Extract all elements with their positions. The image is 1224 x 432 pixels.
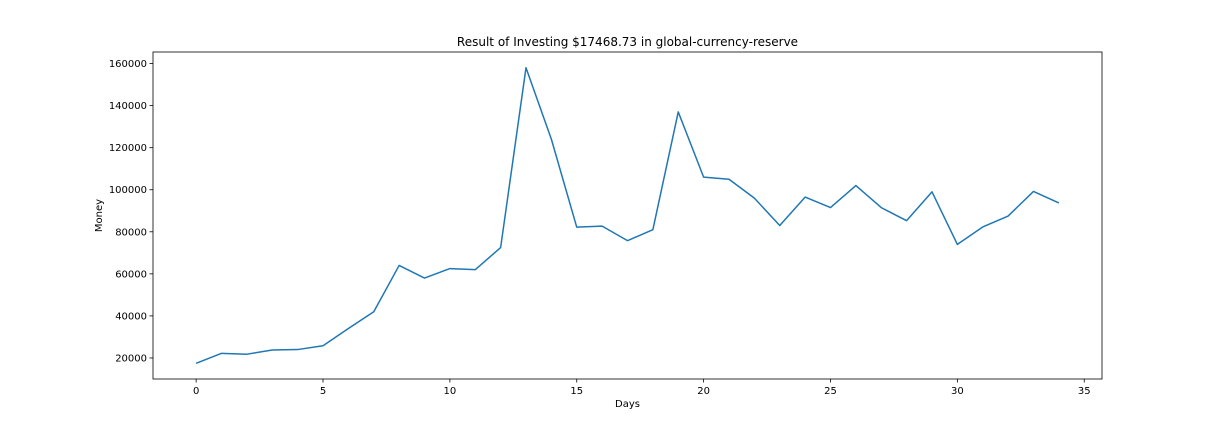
x-tick-label: 30	[951, 386, 964, 397]
y-tick-label: 100000	[109, 185, 147, 196]
y-tick-label: 80000	[115, 227, 147, 238]
series-layer	[195, 67, 1060, 364]
y-tick-label: 140000	[109, 101, 147, 112]
x-axis-ticks: 0 5 10 15 20 25 30 35	[193, 379, 1091, 397]
chart-title: Result of Investing $17468.73 in global-…	[457, 35, 798, 49]
y-axis-ticks: 20000 40000 60000 80000 100000 120000 140000 16…	[109, 59, 153, 364]
x-axis-label: Days	[615, 399, 640, 410]
x-tick-label: 0	[193, 386, 199, 397]
y-tick-label: 60000	[115, 269, 147, 280]
x-tick-label: 10	[444, 386, 457, 397]
x-tick-label: 35	[1078, 386, 1091, 397]
y-tick-label: 40000	[115, 311, 147, 322]
x-tick-label: 25	[824, 386, 837, 397]
y-tick-label: 20000	[115, 353, 147, 364]
y-tick-label: 120000	[109, 143, 147, 154]
x-tick-label: 15	[570, 386, 583, 397]
x-tick-label: 20	[697, 386, 710, 397]
plot-area-background	[153, 52, 1102, 379]
plot-area-frame	[152, 51, 1103, 380]
x-tick-label: 5	[320, 386, 326, 397]
y-tick-label: 160000	[109, 59, 147, 70]
y-axis-label: Money	[94, 199, 105, 232]
